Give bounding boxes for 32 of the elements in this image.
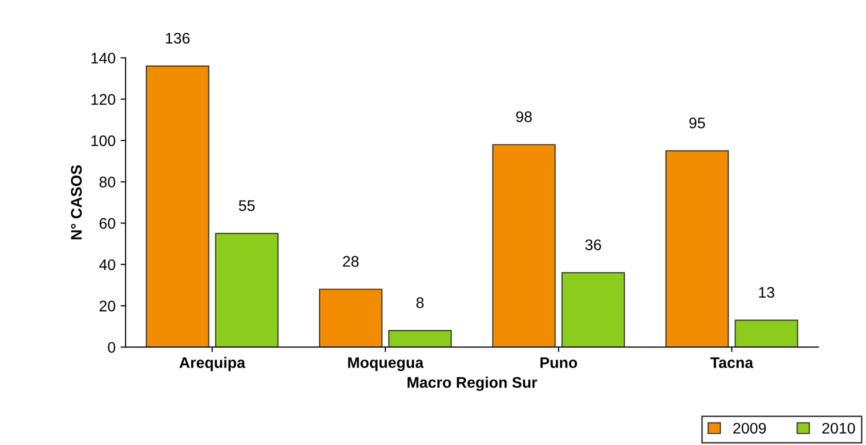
- y-tick-label: 140: [92, 52, 116, 64]
- y-tick-label: 80: [100, 176, 116, 188]
- data-label: 13: [759, 286, 774, 298]
- x-tick-label: Tacna: [710, 357, 754, 368]
- x-axis-title: Macro Region Sur: [408, 376, 538, 391]
- y-tick-label: 120: [92, 94, 116, 105]
- y-tick-label: 20: [100, 300, 116, 312]
- y-tick-label: 0: [108, 342, 116, 353]
- y-tick-label: 100: [92, 135, 116, 146]
- bar: [388, 330, 452, 348]
- data-label: 95: [689, 118, 705, 128]
- data-label: 28: [343, 256, 359, 267]
- data-label: 55: [238, 200, 255, 211]
- data-label: 136: [166, 32, 190, 44]
- y-tick-label: 40: [99, 259, 116, 270]
- bar: [215, 232, 279, 348]
- bar: [665, 150, 729, 348]
- data-label: 8: [416, 297, 424, 308]
- data-label: 36: [585, 239, 602, 250]
- x-tick-label: Moquegua: [348, 357, 424, 372]
- data-label: 98: [516, 111, 532, 122]
- y-tick-label: 60: [100, 218, 116, 229]
- y-axis-title: N° CASOS: [70, 165, 82, 240]
- legend-label: 2010: [822, 422, 855, 434]
- bar: [561, 272, 625, 348]
- bar: [734, 320, 798, 348]
- bar: [319, 288, 382, 348]
- bar: [146, 66, 210, 348]
- x-tick-label: Puno: [540, 357, 578, 368]
- bar: [492, 144, 556, 348]
- legend-label: 2009: [733, 422, 766, 434]
- x-tick-label: Arequipa: [179, 356, 246, 372]
